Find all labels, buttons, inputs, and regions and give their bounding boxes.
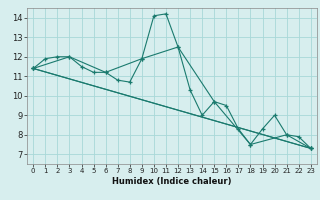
X-axis label: Humidex (Indice chaleur): Humidex (Indice chaleur) <box>112 177 232 186</box>
